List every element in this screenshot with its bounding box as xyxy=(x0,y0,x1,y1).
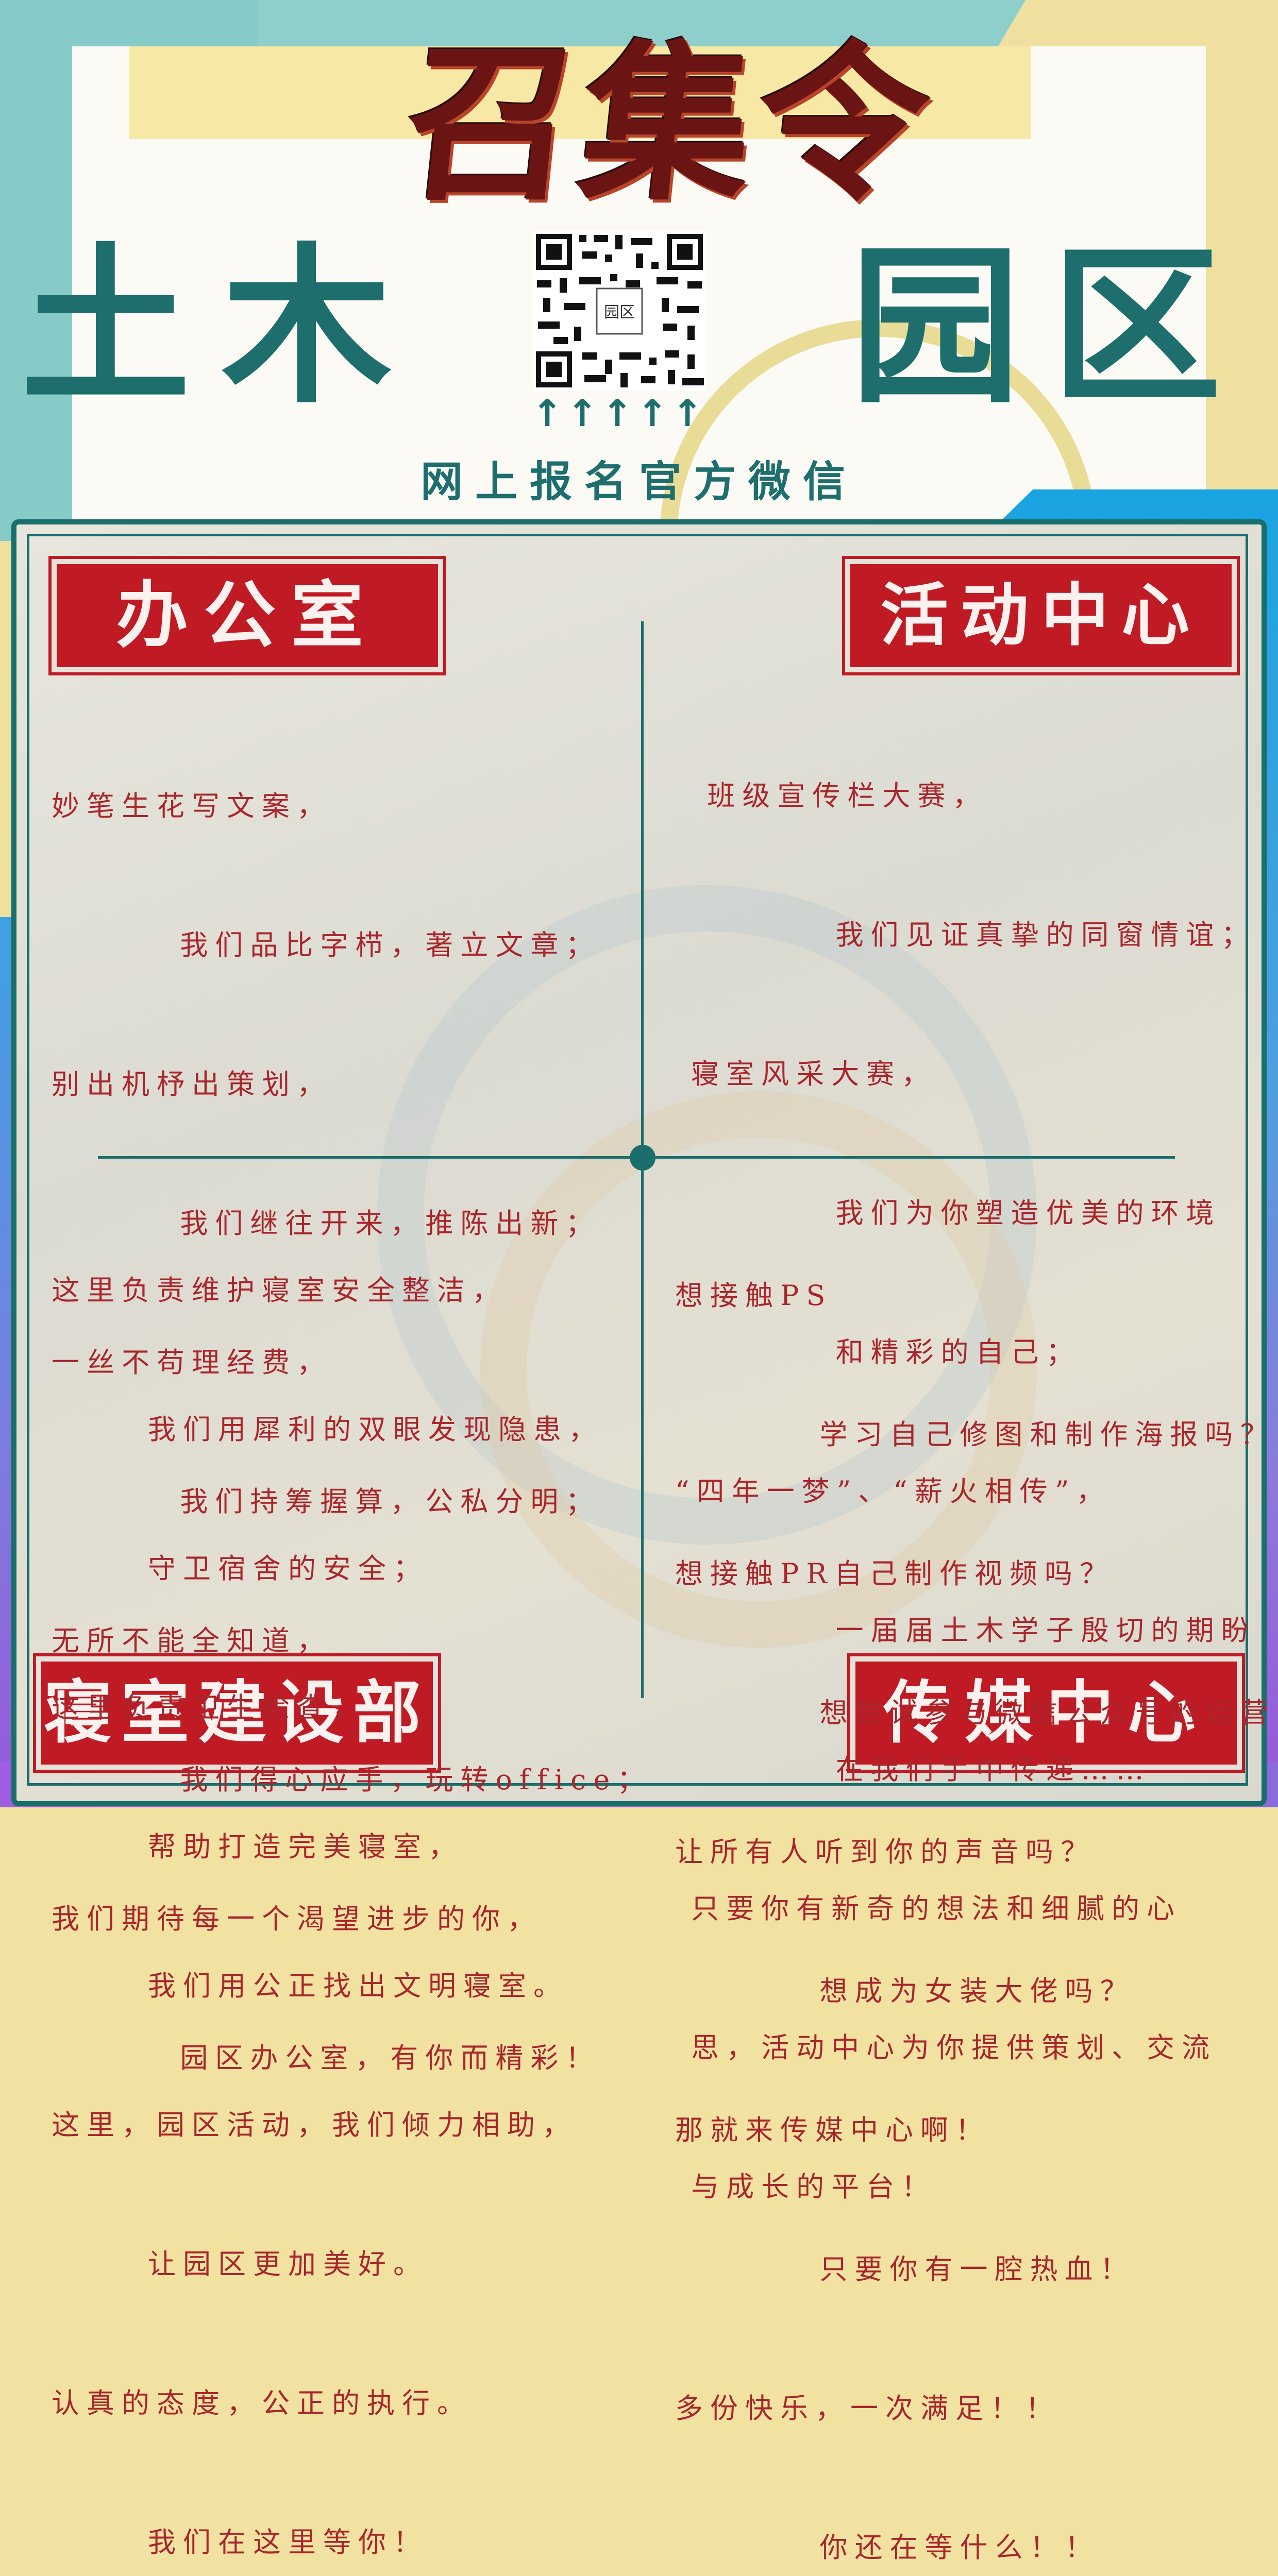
media-line: 想尝试参与微信公众号的运营， xyxy=(675,1697,1278,1729)
dorm-line: 我们用公正找出文明寝室。 xyxy=(52,1970,568,2002)
media-line: 想接触PS xyxy=(675,1279,833,1312)
activity-line: 寝室风采大赛， xyxy=(675,1058,937,1090)
header-yellow-strip xyxy=(129,46,1031,139)
office-line: 我们品比字栉，著立文章； xyxy=(52,929,601,961)
media-line: 学习自己修图和制作海报吗？ xyxy=(675,1418,1275,1451)
media-line: 你还在等什么！！ xyxy=(675,2531,1100,2564)
title-right: 园区 xyxy=(850,228,1252,426)
dorm-line: 让园区更加美好。 xyxy=(52,2248,428,2280)
dorm-line: 这里，园区活动，我们倾力相助， xyxy=(52,2109,577,2141)
title-left: 土木 xyxy=(21,228,423,426)
office-line: 我们持筹握算，公私分明； xyxy=(52,1485,601,1518)
activity-line: 我们见证真挚的同窗情谊； xyxy=(675,919,1256,951)
activity-line: 我们为你塑造优美的环境 xyxy=(675,1197,1221,1229)
dorm-line: 这里负责维护寝室安全整洁， xyxy=(52,1274,507,1307)
office-line: 我们得心应手，玩转office； xyxy=(52,1764,652,1796)
dorm-line: 我们在这里等你！ xyxy=(52,2526,428,2558)
dorm-line: 认真的态度，公正的执行。 xyxy=(52,2387,472,2419)
qr-center-label: 园区 xyxy=(604,303,635,321)
call-title: 召集令 xyxy=(396,24,944,224)
stamp-activity-center: 活动中心 xyxy=(850,564,1232,667)
activity-line: 和精彩的自己； xyxy=(675,1336,1081,1368)
subtitle: 网上报名官方微信 xyxy=(420,457,857,506)
office-line: 一丝不苟理经费， xyxy=(52,1346,332,1379)
qr-code[interactable]: 园区 xyxy=(533,231,706,391)
media-line: 只要你有一腔热血！ xyxy=(675,2253,1135,2285)
activity-line: 班级宣传栏大赛， xyxy=(675,779,988,812)
center-dot xyxy=(630,1145,655,1171)
dorm-line: 这里负责卫生检查， xyxy=(52,1691,367,1724)
activity-line: 一届届土木学子殷切的期盼 xyxy=(675,1614,1256,1647)
arrow-up-icon: ↑ xyxy=(601,392,633,435)
arrow-up-icon: ↑ xyxy=(531,392,563,435)
dorm-line: 帮助打造完美寝室， xyxy=(52,1831,463,1863)
media-text: 想接触PS 学习自己修图和制作海报吗？ 想接触PR自己制作视频吗？ 想尝试参与微… xyxy=(675,1180,1278,2576)
content-frame xyxy=(27,534,1248,1786)
arrow-up-icon: ↑ xyxy=(636,392,668,435)
media-line: 多份快乐，一次满足！！ xyxy=(675,2392,1061,2425)
dorm-line: 我们用犀利的双眼发现隐患， xyxy=(52,1413,603,1446)
stamp-dorm-department: 寝室建设部 xyxy=(41,1662,433,1765)
qr-code-image: 园区 xyxy=(533,231,706,391)
media-line: 让所有人听到你的声音吗？ xyxy=(675,1836,1096,1868)
dorm-line: 守卫宿舍的安全； xyxy=(52,1552,428,1585)
dorm-text: 这里负责维护寝室安全整洁， 我们用犀利的双眼发现隐患， 守卫宿舍的安全； 这里负… xyxy=(52,1175,603,2576)
stamp-office: 办公室 xyxy=(57,564,438,667)
office-line: 无所不能全知道， xyxy=(52,1624,332,1657)
office-line: 妙笔生花写文案， xyxy=(52,790,332,822)
arrow-up-icon: ↑ xyxy=(671,392,703,435)
office-line: 我们继往开来，推陈出新； xyxy=(52,1207,601,1240)
activity-line: “四年一梦”、“薪火相传”， xyxy=(675,1475,1112,1507)
arrow-up-icon: ↑ xyxy=(566,392,598,435)
activity-line: 在我们手中传递…… xyxy=(675,1753,1151,1786)
stamp-media-center: 传媒中心 xyxy=(855,1662,1237,1765)
office-line: 别出机杼出策划， xyxy=(52,1068,332,1100)
media-line: 想成为女装大佬吗？ xyxy=(675,1975,1135,2007)
media-line: 那就来传媒中心啊！ xyxy=(675,2114,990,2146)
media-line: 想接触PR自己制作视频吗？ xyxy=(675,1557,1115,1590)
